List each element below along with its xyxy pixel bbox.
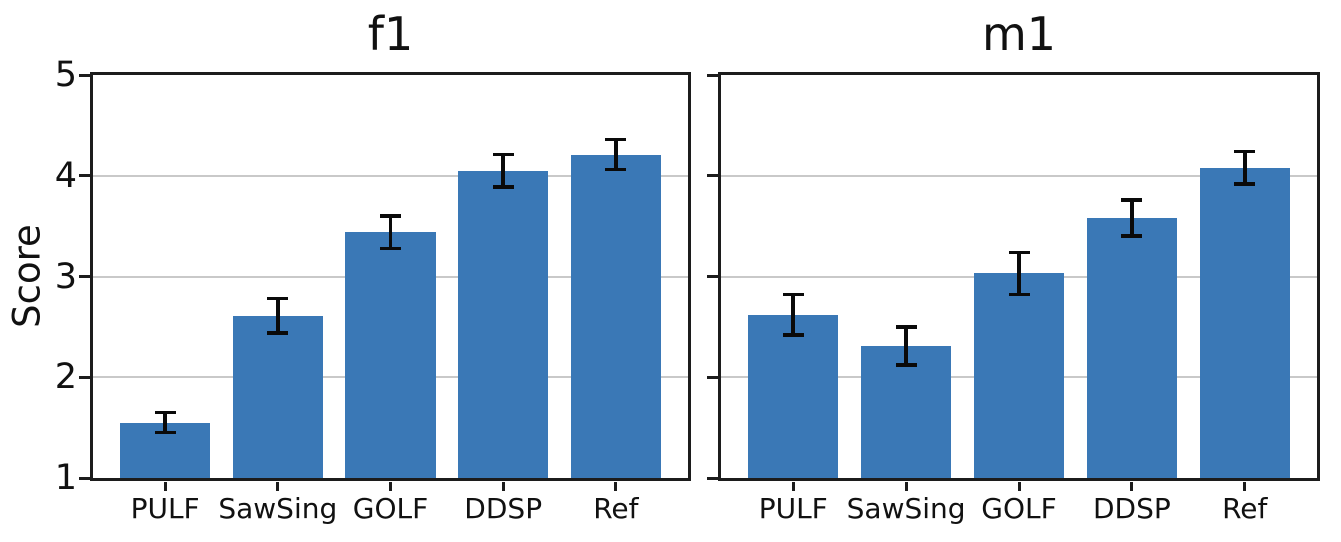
y-tick-label: 3 — [54, 256, 77, 297]
y-tick-label: 2 — [54, 357, 77, 398]
y-tick-mark — [707, 174, 718, 178]
x-tick-mark — [1243, 482, 1247, 491]
errorbar-cap — [380, 246, 401, 251]
errorbar-cap — [895, 363, 917, 367]
x-tick-mark — [1130, 482, 1134, 491]
errorbar-cap — [1121, 234, 1143, 238]
y-tick-label: 4 — [54, 155, 77, 196]
y-tick-mark — [79, 476, 90, 480]
errorbar-ref — [614, 139, 618, 170]
x-tick-label-sawsing: SawSing — [218, 492, 338, 525]
bar-pulf — [748, 314, 839, 478]
x-tick-label-ddsp: DDSP — [464, 492, 543, 525]
y-tick-mark — [707, 476, 718, 480]
y-tick-mark — [79, 73, 90, 77]
y-tick-mark — [79, 375, 90, 379]
errorbar-cap — [1008, 292, 1030, 297]
y-tick-mark — [707, 275, 718, 278]
errorbar-cap — [1234, 149, 1256, 154]
errorbar-sawsing — [276, 298, 280, 333]
x-tick-mark — [389, 482, 392, 491]
errorbar-sawsing — [904, 326, 908, 366]
errorbar-pulf — [791, 294, 795, 335]
x-tick-label-ref: Ref — [1222, 492, 1268, 525]
bar-sawsing — [860, 346, 952, 478]
errorbar-cap — [605, 167, 627, 172]
x-tick-label-golf: GOLF — [981, 492, 1057, 525]
y-tick-mark — [707, 73, 718, 77]
x-tick-mark — [276, 482, 280, 491]
bar-golf — [345, 232, 436, 478]
y-tick-label: 5 — [54, 55, 77, 95]
errorbar-pulf — [163, 412, 167, 433]
bar-ref — [570, 154, 661, 478]
x-tick-mark — [501, 482, 505, 491]
y-tick-mark — [79, 275, 90, 278]
errorbar-cap — [492, 185, 514, 189]
errorbar-cap — [492, 152, 514, 157]
errorbar-cap — [1121, 198, 1143, 202]
subplot-title: f1 — [367, 7, 414, 61]
errorbar-ref — [1243, 151, 1247, 184]
errorbar-cap — [605, 137, 627, 142]
bar-ddsp — [458, 170, 549, 478]
errorbar-cap — [267, 331, 289, 335]
errorbar-cap — [154, 410, 176, 415]
errorbar-cap — [895, 325, 917, 329]
x-tick-mark — [1017, 482, 1021, 491]
subplot-m1: m1 PULF SawSing GOLF DDSP Ref — [707, 7, 1320, 525]
bar-golf — [973, 273, 1065, 478]
gridline-y4 — [721, 174, 1317, 177]
x-tick-label-ddsp: DDSP — [1092, 492, 1171, 525]
errorbar-cap — [1008, 250, 1030, 255]
x-tick-label-ref: Ref — [593, 492, 639, 525]
subplot-f1: f1 1 2 3 4 5 PULF SawSing GOLF DDSP Ref — [55, 7, 691, 525]
errorbar-cap — [782, 333, 804, 337]
plot-area: 1 2 3 4 5 PULF SawSing GOLF DDSP Ref — [55, 58, 691, 525]
subplot-title: m1 — [981, 7, 1057, 61]
x-tick-label-golf: GOLF — [352, 492, 429, 525]
y-tick-mark — [79, 174, 90, 178]
errorbar-golf — [388, 216, 393, 249]
bar-ddsp — [1086, 218, 1178, 478]
bar-ref — [1199, 167, 1290, 478]
x-tick-mark — [791, 482, 795, 491]
errorbar-cap — [267, 296, 289, 301]
x-tick-mark — [163, 482, 167, 491]
x-tick-label-pulf: PULF — [130, 492, 200, 525]
errorbar-cap — [782, 292, 804, 297]
x-tick-mark — [614, 482, 618, 491]
gridline-y4 — [93, 174, 688, 177]
errorbar-golf — [1017, 252, 1021, 295]
errorbar-cap — [154, 430, 176, 435]
errorbar-cap — [380, 214, 401, 218]
y-tick-mark — [707, 375, 718, 379]
x-tick-label-pulf: PULF — [758, 492, 828, 525]
errorbar-cap — [1234, 182, 1256, 186]
bar-sawsing — [232, 315, 323, 478]
x-tick-mark — [904, 482, 908, 491]
errorbar-ddsp — [1130, 199, 1134, 237]
x-tick-label-sawsing: SawSing — [846, 492, 966, 525]
y-tick-label: 1 — [54, 458, 77, 498]
plot-area: PULF SawSing GOLF DDSP Ref — [707, 72, 1320, 525]
errorbar-ddsp — [501, 154, 505, 187]
